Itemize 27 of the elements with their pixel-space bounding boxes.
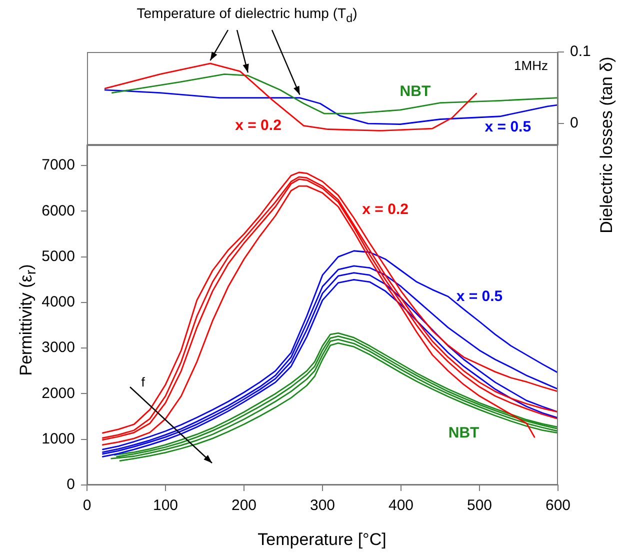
y-tick-label: 6000 xyxy=(42,202,75,220)
series-label: x = 0.5 xyxy=(484,118,532,136)
x-tick-label: 100 xyxy=(152,497,178,514)
x-tick-label: 300 xyxy=(310,497,336,514)
annotation: Temperature of dielectric hump (T$_{d}$) xyxy=(136,5,358,25)
x-tick-label: 400 xyxy=(388,497,414,514)
series-label: NBT xyxy=(400,83,431,100)
x-tick-label: 0 xyxy=(82,497,92,514)
y-tick-label: 0 xyxy=(66,476,75,494)
series-label: NBT xyxy=(448,424,480,442)
annotation: 1MHz xyxy=(514,58,548,74)
y-tick-label: 5000 xyxy=(42,248,75,265)
y-tick-label: 1000 xyxy=(42,430,75,448)
y-tick-label: 4000 xyxy=(42,294,75,311)
y-tick-label: 7000 xyxy=(42,156,75,174)
x-axis-title: Temperature [°C] xyxy=(258,530,386,550)
y-tick-label: 3000 xyxy=(42,339,75,356)
series-label: x = 0.2 xyxy=(235,117,282,134)
series-label: x = 0.2 xyxy=(362,200,408,218)
y-tick-label: 2000 xyxy=(42,384,75,402)
x-tick-label: 600 xyxy=(545,497,571,514)
x-tick-label: 200 xyxy=(231,497,257,514)
x-tick-label: 500 xyxy=(466,497,492,514)
y-axis-title: Dielectric losses (tan δ) xyxy=(597,56,617,234)
annotation: f xyxy=(141,374,146,390)
y-tick-label: 0.1 xyxy=(570,43,591,60)
series-label: x = 0.5 xyxy=(456,288,503,305)
